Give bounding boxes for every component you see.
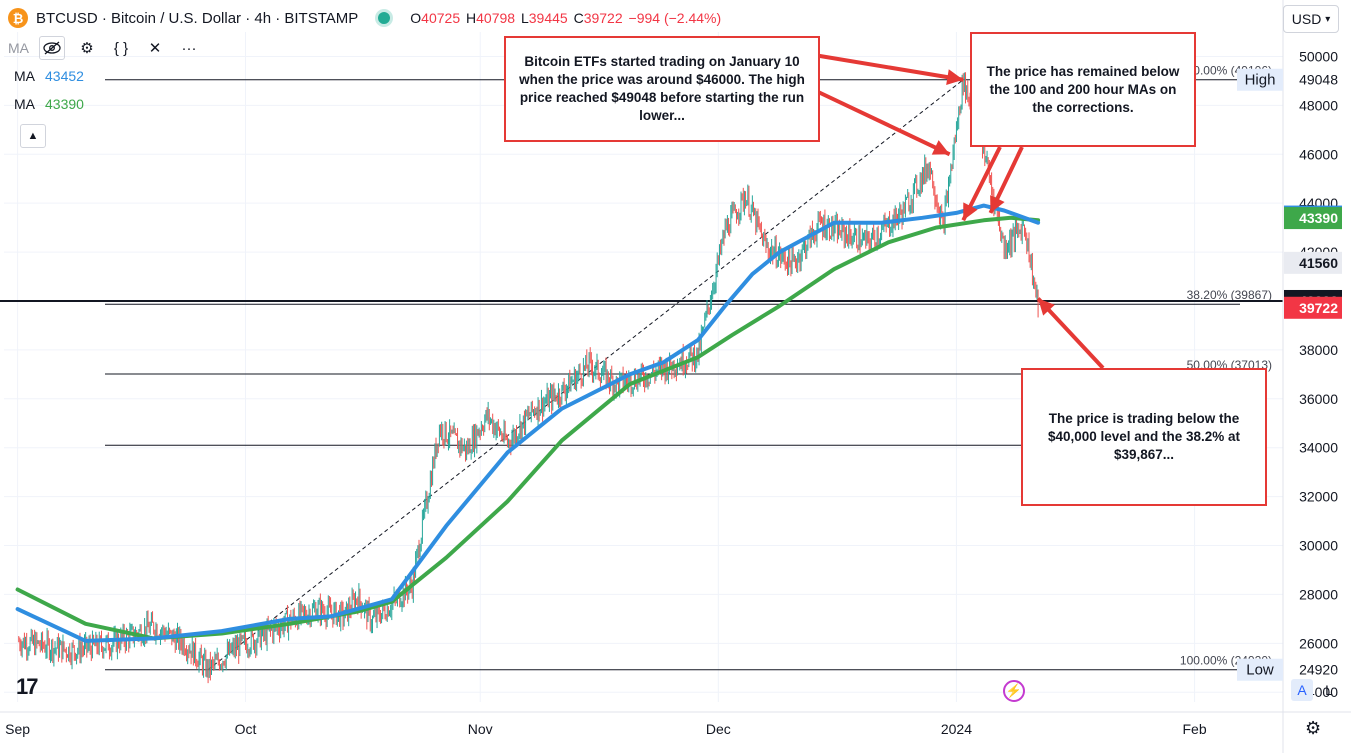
annotation-arrows xyxy=(813,53,1105,370)
y-tick-label: 36000 xyxy=(1299,391,1338,407)
symbol-header: ₿ BTCUSD · Bitcoin / U.S. Dollar · 4h · … xyxy=(8,6,723,30)
moving-averages xyxy=(15,203,1041,643)
annotation-arrowhead xyxy=(963,202,978,221)
more-icon[interactable]: ··· xyxy=(181,39,197,57)
y-tick-label: 28000 xyxy=(1299,586,1338,602)
price-label-41560: 41560 xyxy=(1299,255,1338,271)
ma-100-legend[interactable]: MA 43452 xyxy=(14,68,84,84)
price-label-bg xyxy=(1284,207,1342,230)
y-tick-label: 32000 xyxy=(1299,489,1338,505)
chart-settings-icon[interactable]: ⚙ xyxy=(1305,718,1322,738)
ohlc-values: O40725 H40798 L39445 C39722 −994 (−2.44%… xyxy=(410,10,722,26)
lightning-icon[interactable]: ⚡ xyxy=(1003,680,1025,702)
ma-100-line xyxy=(15,203,1041,643)
y-tick-label: 48000 xyxy=(1299,97,1338,113)
ma-200-legend[interactable]: MA 43390 xyxy=(14,96,84,112)
source-code-icon[interactable]: { } xyxy=(113,39,129,57)
price-label-value: 24920 xyxy=(1299,662,1338,678)
price-label-low: Low xyxy=(1246,662,1274,679)
annotation-arrowhead xyxy=(931,140,950,155)
x-tick-label: Oct xyxy=(235,721,257,737)
settings-gear-icon[interactable]: ⚙ xyxy=(80,40,94,57)
price-label-43390: 43390 xyxy=(1299,210,1338,226)
x-tick-label: Nov xyxy=(468,721,493,737)
ma-annotation[interactable]: The price has remained below the 100 and… xyxy=(970,32,1196,147)
tradingview-logo[interactable]: 17 xyxy=(16,674,39,699)
market-open-icon xyxy=(378,12,391,24)
y-tick-label: 34000 xyxy=(1299,440,1338,456)
x-tick-label: Feb xyxy=(1182,721,1206,737)
annotation-arrowhead xyxy=(946,69,964,86)
symbol-title[interactable]: BTCUSD · Bitcoin / U.S. Dollar · 4h · BI… xyxy=(36,9,359,27)
price-label-value: 49048 xyxy=(1299,72,1338,88)
annotation-arrow xyxy=(813,88,951,157)
price-label-bg xyxy=(1237,68,1283,91)
price-label-bg xyxy=(1284,296,1342,319)
price-label-39722: 39722 xyxy=(1299,300,1338,316)
chevron-down-icon: ▾ xyxy=(1325,13,1331,25)
currency-select[interactable]: USD ▾ xyxy=(1283,5,1339,33)
ma-200-line xyxy=(15,215,1041,641)
chevron-up-icon: ▲ xyxy=(27,130,39,142)
price-series xyxy=(18,72,1039,684)
y-tick-label: 50000 xyxy=(1299,48,1338,64)
log-scale-button[interactable]: L xyxy=(1325,682,1333,698)
ma-label: MA xyxy=(8,40,29,56)
y-tick-label: 38000 xyxy=(1299,342,1338,358)
indicator-toolbar: MA ⚙ { } ✕ ··· xyxy=(8,36,201,60)
bitcoin-logo-icon: ₿ xyxy=(8,8,28,28)
fib-trend-line xyxy=(207,79,964,671)
y-tick-label: 26000 xyxy=(1299,635,1338,651)
level-annotation[interactable]: The price is trading below the $40,000 l… xyxy=(1021,368,1267,506)
annotation-arrowhead xyxy=(1038,298,1055,316)
fib-level-label: 38.20% (39867) xyxy=(1187,288,1272,302)
price-label-bg xyxy=(1237,658,1283,681)
trend-line xyxy=(207,79,964,671)
close-icon[interactable]: ✕ xyxy=(148,40,162,57)
annotation-arrow xyxy=(813,53,964,82)
time-axis: SepOctNovDec2024FebMa xyxy=(0,711,1351,737)
auto-scale-button[interactable]: A xyxy=(1291,679,1313,701)
x-tick-label: Dec xyxy=(706,721,731,737)
price-axis: 2400026000280003000032000340003600038000… xyxy=(1237,0,1342,753)
price-label-high: High xyxy=(1245,72,1276,89)
price-label-bg xyxy=(1284,251,1342,274)
eye-hide-icon[interactable] xyxy=(39,36,65,60)
x-tick-label: Sep xyxy=(5,721,30,737)
change-value: −994 (−2.44%) xyxy=(628,10,722,26)
annotation-arrowhead xyxy=(990,195,1005,213)
y-tick-label: 46000 xyxy=(1299,146,1338,162)
collapse-legend-button[interactable]: ▲ xyxy=(20,124,46,148)
y-tick-label: 30000 xyxy=(1299,538,1338,554)
etf-annotation[interactable]: Bitcoin ETFs started trading on January … xyxy=(504,36,820,142)
x-tick-label: 2024 xyxy=(941,721,972,737)
